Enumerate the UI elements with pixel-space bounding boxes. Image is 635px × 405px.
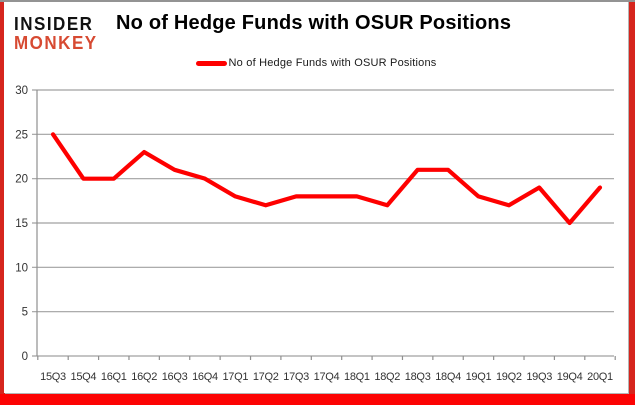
y-tick-label: 30 bbox=[15, 85, 28, 97]
x-tick-label: 19Q1 bbox=[466, 371, 492, 383]
logo-text-monkey: MONKEY bbox=[14, 32, 98, 54]
x-tick-label: 17Q4 bbox=[314, 371, 340, 383]
y-tick-label: 0 bbox=[22, 351, 28, 363]
bottom-red-band bbox=[0, 394, 635, 405]
x-tick-label: 16Q2 bbox=[131, 371, 157, 383]
insider-monkey-logo: INSIDER MONKEY bbox=[14, 13, 98, 54]
y-tick-label: 15 bbox=[15, 218, 28, 230]
x-tick-label: 19Q3 bbox=[526, 371, 552, 383]
x-tick-label: 16Q1 bbox=[101, 371, 127, 383]
legend-line-icon bbox=[195, 60, 227, 66]
logo-text-insider: INSIDER bbox=[14, 13, 94, 35]
y-tick-label: 10 bbox=[15, 262, 28, 274]
y-tick-label: 20 bbox=[15, 174, 28, 186]
y-tick-label: 25 bbox=[15, 129, 28, 141]
x-tick-label: 16Q3 bbox=[162, 371, 188, 383]
legend-label: No of Hedge Funds with OSUR Positions bbox=[228, 57, 437, 69]
top-gray-rule bbox=[0, 0, 635, 2]
chart-title: No of Hedge Funds with OSUR Positions bbox=[116, 12, 512, 34]
x-tick-label: 18Q3 bbox=[405, 371, 431, 383]
y-tick-label: 5 bbox=[22, 307, 28, 319]
x-tick-label: 17Q3 bbox=[283, 371, 309, 383]
x-tick-label: 16Q4 bbox=[192, 371, 218, 383]
x-tick-label: 18Q2 bbox=[374, 371, 400, 383]
x-tick-label: 18Q4 bbox=[435, 371, 461, 383]
x-tick-label: 19Q2 bbox=[496, 371, 522, 383]
chart-panel: INSIDER MONKEY No of Hedge Funds with OS… bbox=[4, 0, 628, 393]
x-tick-label: 17Q2 bbox=[253, 371, 279, 383]
x-tick-label: 15Q3 bbox=[40, 371, 66, 383]
x-tick-label: 19Q4 bbox=[557, 371, 583, 383]
x-tick-label: 15Q4 bbox=[71, 371, 97, 383]
chart-plot: 0 5 10 15 20 25 30 15Q3 15Q4 16Q1 16Q2 16Q3 16Q4 17Q1… bbox=[15, 85, 616, 383]
x-tick-label: 17Q1 bbox=[222, 371, 248, 383]
chart-legend: No of Hedge Funds with OSUR Positions bbox=[4, 57, 628, 69]
x-tick-label: 20Q1 bbox=[587, 371, 613, 383]
data-series-line bbox=[50, 132, 603, 226]
x-tick-label: 18Q1 bbox=[344, 371, 370, 383]
